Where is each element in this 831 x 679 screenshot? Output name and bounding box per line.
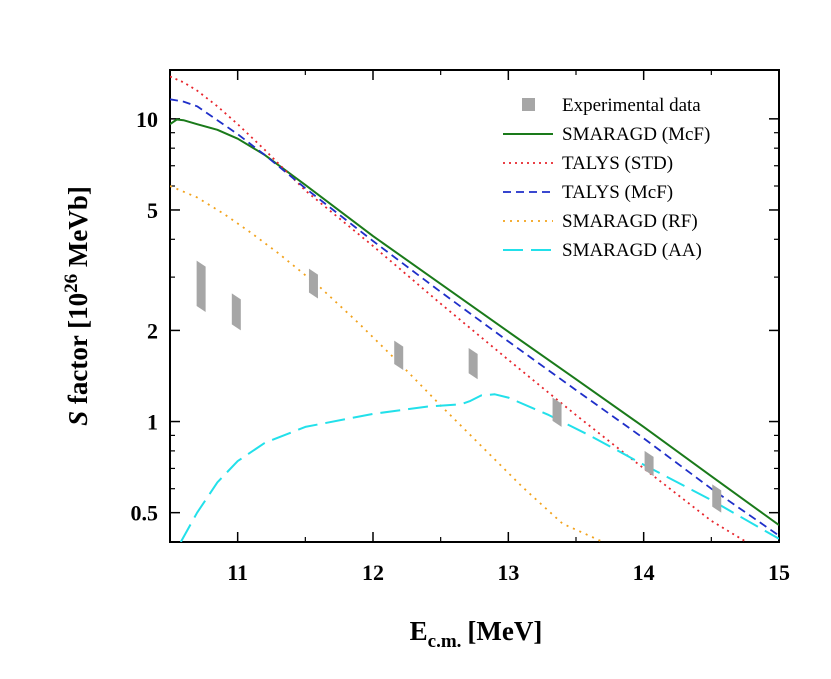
- x-axis-title: Ec.m. [MeV]: [410, 616, 543, 652]
- y-tick-label: 10: [136, 107, 158, 132]
- x-tick-label: 15: [768, 560, 790, 585]
- x-tick-label: 12: [362, 560, 384, 585]
- x-tick-label: 14: [633, 560, 655, 585]
- legend-label-3: TALYS (McF): [562, 182, 673, 203]
- series-line-talys-std: [170, 75, 749, 542]
- x-tick-label: 13: [497, 560, 519, 585]
- series-line-smaragd-aa: [179, 393, 779, 542]
- y-axis-title: S factor [1026 MeVb]: [61, 186, 93, 426]
- legend-label-experimental: Experimental data: [562, 95, 701, 116]
- experimental-data-point: [468, 347, 478, 380]
- y-tick-label: 1: [147, 410, 158, 435]
- series-line-smaragd-rf: [170, 185, 604, 542]
- legend-label-2: TALYS (STD): [562, 153, 673, 174]
- y-tick-label: 0.5: [131, 501, 159, 526]
- experimental-data-point: [394, 340, 404, 371]
- experimental-data-point: [644, 450, 654, 477]
- x-tick-label: 11: [227, 560, 248, 585]
- legend-marker-experimental: [522, 98, 535, 111]
- series-line-talys-mcf: [170, 98, 779, 537]
- experimental-data-point: [712, 484, 722, 513]
- legend: Experimental data SMARAGD (McF) TALYS (ST…: [503, 95, 710, 261]
- series-line-smaragd-mcf: [170, 118, 779, 526]
- experimental-data-point: [231, 293, 241, 331]
- y-tick-label: 2: [147, 318, 158, 343]
- plot-frame: [169, 69, 780, 543]
- legend-label-4: SMARAGD (RF): [562, 211, 698, 232]
- experimental-data-point: [552, 397, 562, 427]
- legend-label-1: SMARAGD (McF): [562, 124, 710, 145]
- legend-label-5: SMARAGD (AA): [562, 240, 702, 261]
- y-tick-label: 5: [147, 198, 158, 223]
- experimental-data-point: [196, 260, 206, 313]
- experimental-data-point: [308, 268, 318, 299]
